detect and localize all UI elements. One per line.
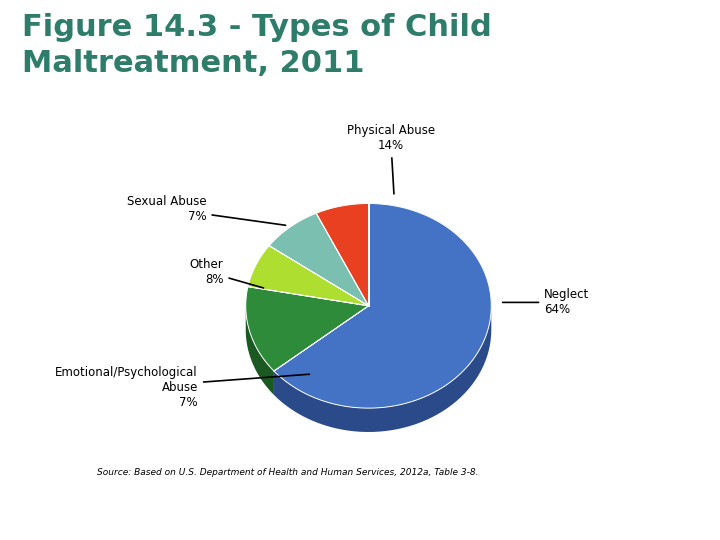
Text: Sexual Abuse
7%: Sexual Abuse 7% — [127, 194, 286, 225]
Text: Emotional/Psychological
Abuse
7%: Emotional/Psychological Abuse 7% — [55, 366, 310, 409]
Text: Marriages and Families: Changes,
Choices and Constraints, 8e: Marriages and Families: Changes, Choices… — [14, 503, 160, 523]
Polygon shape — [274, 307, 491, 432]
Polygon shape — [274, 204, 491, 408]
Text: Physical Abuse
14%: Physical Abuse 14% — [346, 124, 435, 194]
Polygon shape — [269, 213, 369, 306]
Polygon shape — [316, 204, 369, 306]
Polygon shape — [246, 306, 274, 395]
Text: Source: Based on U.S. Department of Health and Human Services, 2012a, Table 3-8.: Source: Based on U.S. Department of Heal… — [97, 468, 479, 477]
Text: © 2015, 2012, 2011 by Pearson Education, Inc. All rights reserved.: © 2015, 2012, 2011 by Pearson Education,… — [266, 509, 556, 517]
Text: Other
8%: Other 8% — [190, 258, 264, 288]
Text: Figure 14.3 - Types of Child
Maltreatment, 2011: Figure 14.3 - Types of Child Maltreatmen… — [22, 14, 491, 78]
Text: Neglect
64%: Neglect 64% — [503, 288, 590, 316]
Text: PEARSON: PEARSON — [565, 501, 698, 525]
Polygon shape — [248, 246, 369, 306]
Polygon shape — [246, 287, 369, 371]
